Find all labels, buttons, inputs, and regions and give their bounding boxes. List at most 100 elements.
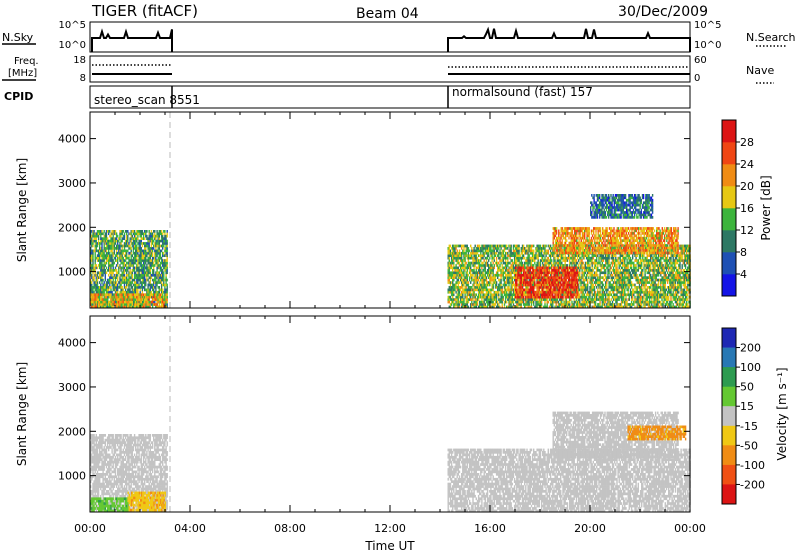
heatmap-cell <box>501 271 503 275</box>
heatmap-cell <box>156 281 158 284</box>
heatmap-cell <box>501 303 503 306</box>
heatmap-cell <box>516 271 518 275</box>
heatmap-cell <box>477 264 480 267</box>
heatmap-cell <box>113 288 115 292</box>
heatmap-cell <box>501 286 503 289</box>
heatmap-cell <box>96 259 99 262</box>
heatmap-cell <box>479 249 481 253</box>
heatmap-cell <box>479 288 481 292</box>
heatmap-cell <box>101 298 103 301</box>
heatmap-cell <box>597 288 599 292</box>
nave-tick-low: 0 <box>694 73 700 84</box>
heatmap-cell <box>126 230 128 233</box>
heatmap-cell <box>603 244 606 248</box>
heatmap-cell <box>509 247 511 250</box>
heatmap-cell <box>513 269 516 272</box>
heatmap-cell <box>506 276 508 279</box>
heatmap-cell <box>575 305 578 309</box>
heatmap-cell <box>588 305 590 309</box>
heatmap-cell <box>163 290 165 294</box>
heatmap-cell <box>101 278 103 282</box>
heatmap-cell <box>589 271 591 275</box>
heatmap-cell <box>468 288 471 292</box>
heatmap-cell <box>462 264 464 267</box>
heatmap-cell <box>458 244 461 248</box>
heatmap-cell <box>531 298 534 301</box>
heatmap-cell <box>504 281 507 284</box>
heatmap-cell <box>102 264 104 267</box>
heatmap-cell <box>486 261 489 265</box>
heatmap-cell <box>447 278 449 282</box>
heatmap-cell <box>126 293 128 297</box>
heatmap-cell <box>112 295 114 299</box>
heatmap-cell <box>130 300 132 304</box>
heatmap-cell <box>90 249 92 253</box>
heatmap-cell <box>166 239 168 243</box>
heatmap-cell <box>520 256 522 260</box>
heatmap-cell <box>497 264 499 267</box>
heatmap-cell <box>156 259 158 262</box>
heatmap-cell <box>563 293 565 297</box>
heatmap-cell <box>482 247 484 250</box>
heatmap-cell <box>476 286 479 289</box>
heatmap-cell <box>569 264 571 267</box>
heatmap-cell <box>158 286 160 289</box>
heatmap-cell <box>117 303 119 306</box>
heatmap-cell <box>149 264 151 267</box>
heatmap-cell <box>491 271 493 275</box>
heatmap-cell <box>166 295 168 299</box>
heatmap-cell <box>111 244 113 248</box>
heatmap-cell <box>525 259 527 262</box>
heatmap-cell <box>575 293 578 297</box>
heatmap-cell <box>580 281 582 284</box>
heatmap-cell <box>110 273 112 277</box>
heatmap-cell <box>464 254 466 257</box>
heatmap-cell <box>606 283 608 287</box>
heatmap-cell <box>551 254 553 257</box>
heatmap-cell <box>105 259 108 262</box>
heatmap-cell <box>466 288 468 292</box>
heatmap-cell <box>472 298 474 301</box>
heatmap-cell <box>474 305 476 309</box>
heatmap-cell <box>141 278 144 282</box>
heatmap-cell <box>453 288 455 292</box>
heatmap-cell <box>149 266 151 270</box>
heatmap-cell <box>461 271 463 275</box>
heatmap-cell <box>102 254 104 257</box>
heatmap-cell <box>491 298 493 301</box>
heatmap-cell <box>108 266 110 270</box>
heatmap-cell <box>164 249 166 253</box>
heatmap-cell <box>479 295 481 299</box>
heatmap-cell <box>119 300 121 304</box>
heatmap-cell <box>470 251 472 255</box>
heatmap-cell <box>128 261 130 265</box>
heatmap-cell <box>456 288 458 292</box>
heatmap-cell <box>155 247 157 250</box>
heatmap-cell <box>100 259 102 262</box>
heatmap-cell <box>153 293 155 297</box>
heatmap-cell <box>482 273 484 277</box>
heatmap-cell <box>156 305 158 309</box>
heatmap-cell <box>138 247 140 250</box>
heatmap-cell <box>475 269 477 272</box>
heatmap-cell <box>120 251 122 255</box>
heatmap-cell <box>508 300 510 304</box>
heatmap-cell <box>513 244 516 248</box>
heatmap-cell <box>112 244 114 248</box>
heatmap-cell <box>470 305 472 309</box>
heatmap-cell <box>493 295 495 299</box>
heatmap-cell <box>575 300 578 304</box>
heatmap-cell <box>91 259 93 262</box>
heatmap-cell <box>142 303 145 306</box>
heatmap-cell <box>467 283 470 287</box>
heatmap-cell <box>589 273 591 277</box>
heatmap-cell <box>129 239 131 243</box>
heatmap-cell <box>104 234 106 238</box>
heatmap-cell <box>461 283 463 287</box>
heatmap-cell <box>495 261 498 265</box>
heatmap-cell <box>99 266 101 270</box>
heatmap-cell <box>123 242 126 245</box>
heatmap-cell <box>163 259 165 262</box>
heatmap-cell <box>495 298 498 301</box>
heatmap-cell <box>113 242 115 245</box>
